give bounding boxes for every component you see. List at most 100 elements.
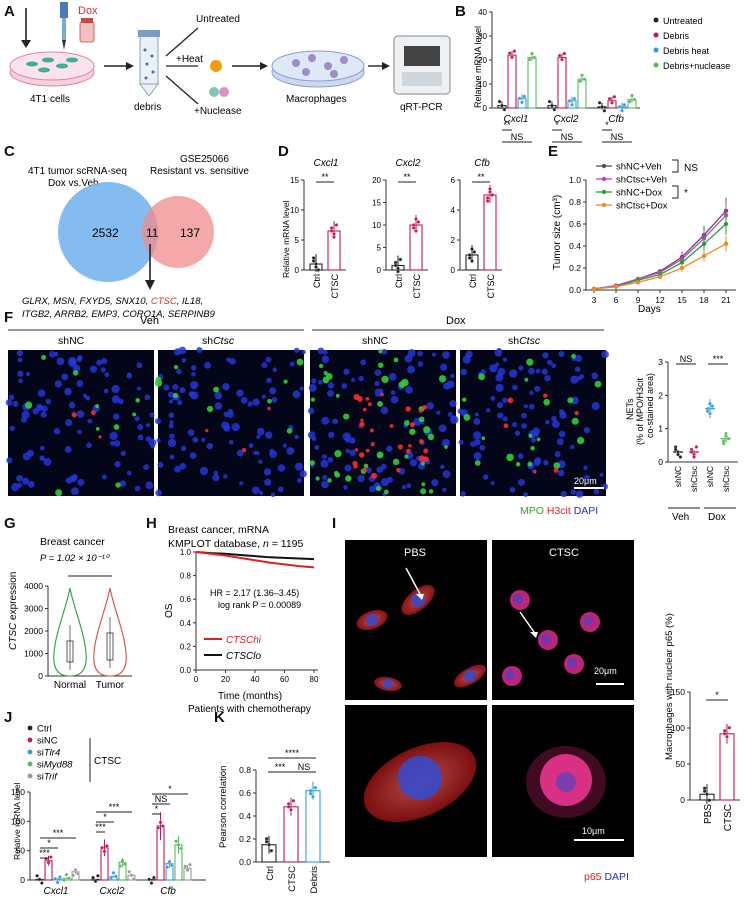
panel-e-xtick-label: 15 [677, 295, 687, 305]
f-h3cit-signal [422, 456, 429, 463]
panel-b-bar [577, 78, 587, 109]
f-dapi-nucleus [480, 369, 487, 375]
panel-j-point [152, 875, 156, 880]
panel-i-point [705, 792, 709, 797]
panel-label-f: F [4, 309, 13, 326]
panel-d-point [470, 259, 474, 263]
panel-j-point [188, 862, 192, 867]
f-h3cit-signal [205, 428, 209, 433]
i-pbs-cell-nucleus [383, 679, 393, 689]
f-dapi-nucleus [462, 355, 471, 364]
f-dapi-nucleus [544, 374, 551, 382]
f-dapi-nucleus [38, 404, 43, 410]
f-dapi-nucleus [173, 348, 182, 356]
f-dapi-nucleus [223, 424, 231, 432]
f-dapi-nucleus [417, 350, 423, 357]
panel-d-ytick-label: 6 [451, 176, 456, 185]
panel-e: Tumor size (cm³) Days 0.0 0.2 0.4 0.6 0.8 1.0… [552, 159, 736, 315]
f-dapi-nucleus [236, 389, 244, 397]
f-dapi-nucleus [6, 457, 13, 464]
f-dapi-nucleus [264, 478, 272, 486]
f-dapi-nucleus [554, 451, 561, 458]
panel-b-point [507, 51, 512, 56]
f-dapi-nucleus [574, 354, 583, 362]
f-dapi-nucleus [591, 372, 599, 380]
f-dapi-nucleus [261, 362, 268, 369]
f-dapi-nucleus [76, 380, 84, 387]
panel-j-point [64, 872, 69, 877]
f-dapi-nucleus [39, 455, 45, 461]
f-dapi-nucleus [8, 394, 15, 401]
tube-icon [138, 30, 160, 97]
f-mpo-signal [567, 397, 574, 404]
panel-j-point [76, 871, 80, 876]
f-dapi-nucleus [223, 411, 230, 418]
f-dapi-nucleus [177, 400, 183, 406]
panel-b-bar [527, 57, 537, 109]
macrophage-dish [271, 50, 365, 88]
f-dapi-nucleus [191, 371, 196, 377]
panel-f-xtick-label: shCtsc [721, 465, 731, 492]
f-mpo-signal [421, 482, 426, 487]
f-mpo-signal [95, 426, 100, 431]
panel-d-sig-label: ** [477, 172, 485, 182]
panel-d-ytick-label: 0 [451, 266, 456, 275]
f-dapi-nucleus [521, 423, 528, 429]
f-dapi-nucleus [265, 356, 272, 363]
f-dapi-nucleus [449, 400, 457, 408]
panel-label-d: D [278, 143, 289, 160]
f-dapi-nucleus [591, 402, 600, 411]
f-dapi-nucleus [180, 445, 187, 452]
f-dapi-nucleus [294, 462, 304, 471]
f-dapi-nucleus [360, 359, 367, 366]
panel-d-xtick-label: Ctrl [312, 274, 322, 288]
panel-h-xtick-label: 60 [280, 675, 289, 684]
f-mpo-signal [463, 413, 471, 421]
f-mpo-signal [527, 461, 533, 467]
f-dapi-nucleus [134, 416, 140, 422]
f-dapi-nucleus [593, 488, 600, 495]
f-dapi-nucleus [342, 432, 352, 441]
venn-left-count: 2532 [92, 226, 119, 240]
panel-j-point [111, 871, 116, 875]
panel-b-point [567, 98, 572, 103]
i-pbs-cell-nucleus [366, 614, 378, 626]
f-dapi-nucleus [144, 394, 151, 401]
f-dapi-nucleus [189, 452, 197, 459]
panel-e-sig-bracket [672, 185, 679, 199]
f-mpo-signal [401, 378, 409, 387]
panel-j-point [147, 877, 151, 882]
panel-g-ytick-label: 2000 [24, 626, 43, 636]
venn-left-title2: Dox vs.Veh [48, 178, 99, 189]
f-dapi-nucleus [190, 391, 199, 400]
f-dapi-nucleus [113, 413, 120, 420]
panel-d-ytick-label: 15 [290, 176, 299, 185]
f-dapi-nucleus [277, 464, 286, 472]
f-dapi-nucleus [104, 372, 110, 378]
f-dapi-nucleus [289, 361, 295, 367]
panel-f-ytick-label: 3 [658, 357, 663, 367]
f-dapi-nucleus [111, 384, 120, 394]
i-pbs-zoom-nucleus [398, 756, 442, 800]
i-pbs-label: PBS [404, 547, 426, 559]
panel-h-hr: HR = 2.17 (1.36–3.45) [210, 588, 299, 598]
f-dapi-nucleus [321, 416, 330, 425]
f-image-tile [158, 350, 304, 496]
f-dapi-nucleus [222, 382, 230, 391]
panel-j-sig-label: * [47, 838, 51, 848]
panel-b-point [580, 73, 584, 78]
f-dapi-nucleus [150, 443, 155, 449]
panel-f-ytick-label: 2 [658, 390, 663, 400]
panel-b-legend-marker [653, 32, 659, 38]
panel-g-ytick-label: 1000 [24, 649, 43, 659]
panel-d-title: Cxcl1 [313, 158, 338, 169]
panel-j-point [40, 881, 44, 885]
panel-e-point [657, 274, 663, 279]
panel-j-point [132, 877, 136, 881]
f-dapi-nucleus [226, 357, 231, 362]
f-dapi-nucleus [25, 372, 30, 377]
panel-f-xtick-label: shNC [705, 466, 715, 487]
f-dapi-nucleus [176, 368, 182, 375]
f-dapi-nucleus [272, 367, 278, 372]
